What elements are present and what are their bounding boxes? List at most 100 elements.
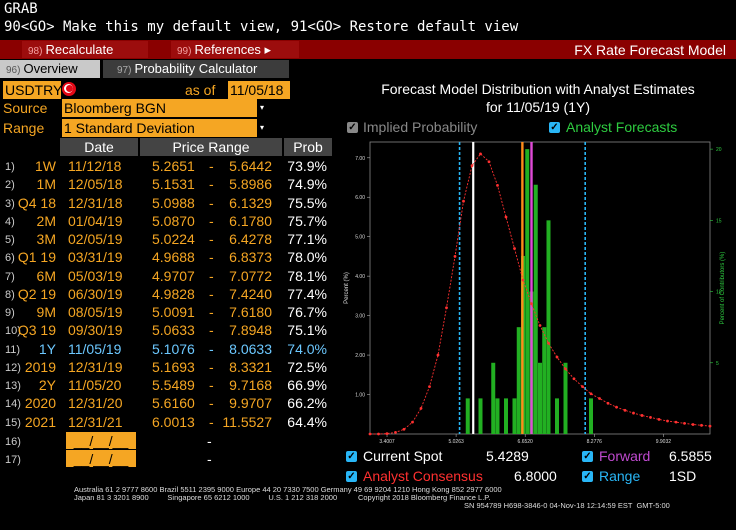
implied-point xyxy=(419,406,423,410)
row-index: 16) xyxy=(5,435,21,448)
table-row[interactable]: 13) 2Y 11/05/20 5.5489-9.7168 66.9% xyxy=(0,376,336,394)
y2-tick-label: 10 xyxy=(716,290,722,296)
implied-point xyxy=(581,385,584,389)
refs-num: 99) xyxy=(177,46,192,57)
row-index: 5) xyxy=(5,234,15,246)
y-tick-label: 1.00 xyxy=(355,393,365,399)
table-row[interactable]: 11) 1Y 11/05/19 5.1076-8.0633 74.0% xyxy=(0,340,336,358)
y-tick-label: 7.00 xyxy=(355,156,365,162)
row-high: 5.8986 xyxy=(229,176,272,193)
range-value: 1 Standard Deviation xyxy=(64,120,195,136)
implied-point xyxy=(496,184,499,187)
table-row-empty[interactable]: 16) __/__/__ - xyxy=(0,431,336,450)
as-of-date-field[interactable]: 11/05/18 xyxy=(228,81,290,99)
refs-label: References ▸ xyxy=(194,42,272,57)
row-dash: - xyxy=(209,267,214,284)
table-row[interactable]: 12) 2019 12/31/19 5.1693-8.3321 72.5% xyxy=(0,358,336,376)
table-row[interactable]: 10) Q3 19 09/30/19 5.0633-7.8948 75.1% xyxy=(0,321,336,339)
as-of-label: as of xyxy=(185,82,216,98)
consensus-label: Analyst Consensus xyxy=(363,468,483,484)
spot-label: Current Spot xyxy=(363,448,443,464)
implied-point xyxy=(428,385,431,389)
as-of-date: 11/05/18 xyxy=(230,82,284,98)
implied-point xyxy=(674,420,678,424)
row-dash: - xyxy=(209,377,214,393)
table-row[interactable]: 8) Q2 19 06/30/19 4.9828-7.4240 77.4% xyxy=(0,285,336,303)
row-prob: 66.9% xyxy=(287,377,327,393)
forward-checkbox[interactable]: ✓ xyxy=(582,451,593,462)
row-prob: 75.1% xyxy=(287,322,327,339)
row-dash: - xyxy=(209,194,214,211)
table-row[interactable]: 7) 6M 05/03/19 4.9707-7.0772 78.1% xyxy=(0,267,336,285)
analyst-bar xyxy=(555,398,559,434)
y-tick-label: 2.00 xyxy=(355,353,365,359)
table-row[interactable]: 14) 2020 12/31/20 5.6160-9.9707 66.2% xyxy=(0,394,336,412)
row-dash: - xyxy=(209,413,214,430)
table-row[interactable]: 9) 9M 08/05/19 5.0091-7.6180 76.7% xyxy=(0,303,336,321)
row-high: 9.9707 xyxy=(229,395,272,412)
table-row[interactable]: 5) 3M 02/05/19 5.0224-6.4278 77.1% xyxy=(0,230,336,248)
row-tenor: 2020 xyxy=(24,395,56,412)
row-date-input[interactable]: __/__/__ xyxy=(66,431,136,449)
spot-checkbox[interactable]: ✓ xyxy=(346,451,357,462)
row-dash: - xyxy=(209,340,214,357)
tab-prob-num: 97) xyxy=(117,65,132,76)
analyst-bar xyxy=(512,398,517,434)
row-tenor: 9M xyxy=(36,304,56,320)
implied-point xyxy=(470,164,474,168)
row-index: 13) xyxy=(5,380,21,392)
tab-probability-calculator[interactable]: 97) Probability Calculator xyxy=(103,60,289,78)
implied-point xyxy=(462,199,465,203)
implied-point xyxy=(708,424,712,428)
row-date: 12/31/18 xyxy=(68,194,123,211)
analyst-bar xyxy=(516,327,521,434)
header-prob: Prob xyxy=(284,138,332,156)
range-select[interactable]: 1 Standard Deviation ▾ xyxy=(62,119,267,137)
x-tick-label: 8.2776 xyxy=(587,439,603,445)
row-index: 1) xyxy=(5,161,15,173)
table-row[interactable]: 1) 1W 11/12/18 5.2651-5.6442 73.9% xyxy=(0,157,336,175)
table-row[interactable]: 2) 1M 12/05/18 5.1531-5.8986 74.9% xyxy=(0,175,336,193)
row-low: 5.0870 xyxy=(152,212,195,229)
references-button[interactable]: 99) References ▸ xyxy=(171,41,299,58)
y2-tick-label: 5 xyxy=(716,361,719,367)
currency-pair: USDTRY xyxy=(5,82,63,98)
range-legend-label: Range xyxy=(599,468,641,484)
footer-line3: SN 954789 H698-3846-0 04-Nov-18 12:14:59… xyxy=(464,501,670,510)
table-row[interactable]: 6) Q1 19 03/31/19 4.9688-6.8373 78.0% xyxy=(0,248,336,266)
implied-checkbox[interactable]: ✓ xyxy=(347,122,358,133)
row-high: 11.5527 xyxy=(222,413,272,430)
recalculate-button[interactable]: 98) Recalculate xyxy=(22,41,148,58)
row-tenor: 6M xyxy=(36,267,56,284)
row-date: 03/31/19 xyxy=(68,249,123,266)
row-low: 5.1531 xyxy=(152,176,195,193)
row-date: 06/30/19 xyxy=(68,285,123,302)
row-index: 12) xyxy=(5,361,21,374)
y-tick-label: 6.00 xyxy=(355,195,365,201)
table-row-empty[interactable]: 17) __/__/__ - xyxy=(0,450,336,468)
row-high: 6.1329 xyxy=(229,194,272,211)
tab-overview-num: 96) xyxy=(6,65,21,76)
row-index: 14) xyxy=(5,398,21,411)
row-index: 3) xyxy=(5,197,15,210)
row-low: 5.6160 xyxy=(152,395,195,412)
analyst-checkbox[interactable]: ✓ xyxy=(549,122,560,133)
row-high: 7.8948 xyxy=(229,322,272,339)
row-tenor: Q2 19 xyxy=(17,285,56,302)
implied-point xyxy=(436,353,440,357)
currency-pair-field[interactable]: USDTRY xyxy=(3,81,63,99)
command-line: GRAB xyxy=(4,1,38,17)
chart-subtitle: for 11/05/19 (1Y) xyxy=(485,99,591,115)
table-row[interactable]: 4) 2M 01/04/19 5.0870-6.1780 75.7% xyxy=(0,212,336,230)
tab-overview[interactable]: 96) Overview xyxy=(0,60,100,78)
source-select[interactable]: Bloomberg BGN ▾ xyxy=(62,99,267,117)
table-row[interactable]: 3) Q4 18 12/31/18 5.0988-6.1329 75.5% xyxy=(0,194,336,212)
implied-point xyxy=(700,423,703,427)
consensus-checkbox[interactable]: ✓ xyxy=(346,471,357,482)
table-row[interactable]: 15) 2021 12/31/21 6.0013-11.5527 64.4% xyxy=(0,413,336,431)
row-range: - xyxy=(207,451,212,467)
implied-point xyxy=(649,416,652,419)
row-date-input[interactable]: __/__/__ xyxy=(66,450,136,467)
row-high: 7.6180 xyxy=(229,304,272,320)
range-checkbox[interactable]: ✓ xyxy=(582,471,593,482)
